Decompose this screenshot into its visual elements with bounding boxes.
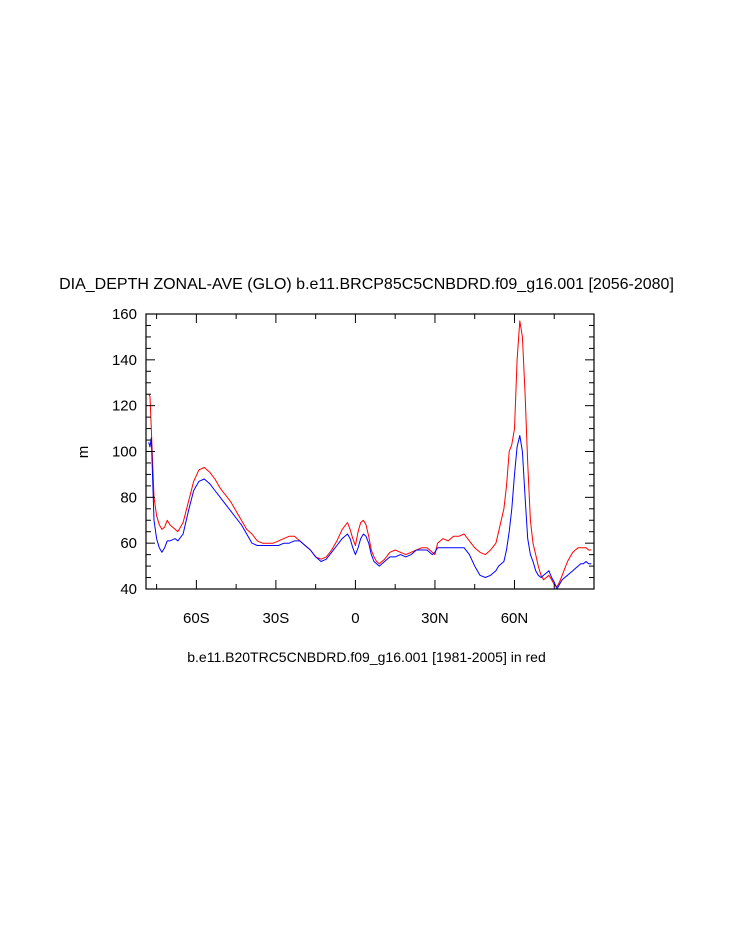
x-tick-label: 60S <box>183 610 210 627</box>
y-tick-label: 100 <box>112 444 137 461</box>
series-line-1 <box>148 320 592 588</box>
y-tick-label: 80 <box>120 489 137 506</box>
series-line-2 <box>148 435 592 590</box>
x-tick-label: 30S <box>263 610 290 627</box>
y-axis-label: m <box>75 446 92 459</box>
x-tick-label: 30N <box>421 610 449 627</box>
chart-subtitle: b.e11.B20TRC5CNBDRD.f09_g16.001 [1981-20… <box>187 649 546 665</box>
y-tick-label: 40 <box>120 581 137 598</box>
series-layer <box>148 320 592 590</box>
y-tick-label: 60 <box>120 535 137 552</box>
x-tick-label: 60N <box>501 610 529 627</box>
y-tick-label: 140 <box>112 352 137 369</box>
x-tick-label: 0 <box>351 610 359 627</box>
tick-layer: 40 60 80 100 120 140 160 60S 30S 0 30N 60N <box>112 306 594 627</box>
chart-title: DIA_DEPTH ZONAL-AVE (GLO) b.e11.BRCP85C5… <box>59 276 674 293</box>
y-tick-label: 160 <box>112 306 137 323</box>
y-tick-label: 120 <box>112 398 137 415</box>
